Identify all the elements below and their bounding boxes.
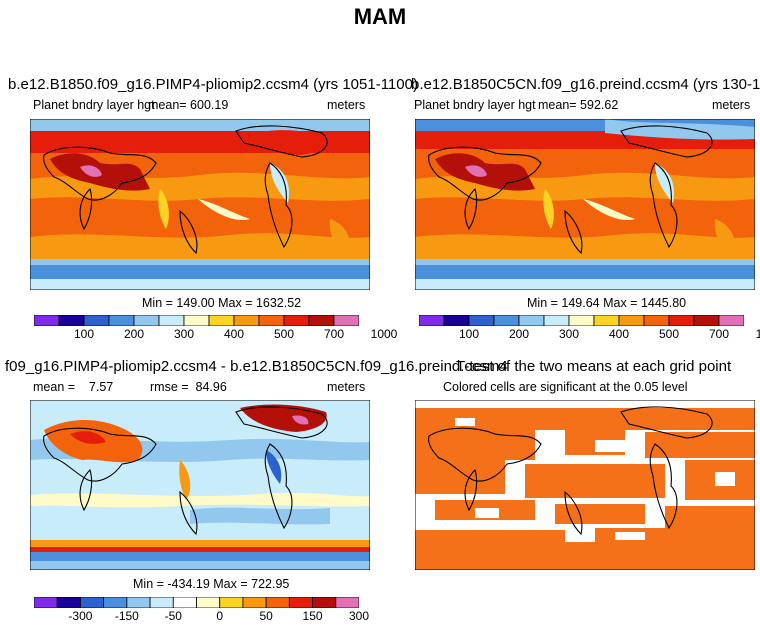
map-top-right <box>415 119 755 290</box>
colorbar-tick-label: 150 <box>302 609 323 623</box>
colorbar-swatch <box>718 315 744 326</box>
colorbar-swatch <box>283 315 310 326</box>
colorbar-swatch <box>172 597 197 608</box>
colorbar-swatch <box>149 597 174 608</box>
colorbar-tick-label: 50 <box>259 609 273 623</box>
colorbar-tick-label: 1000 <box>370 327 398 341</box>
colorbar-tick-label: 300 <box>173 327 195 341</box>
colorbar-tick-label: -300 <box>68 609 93 623</box>
colorbar-swatch <box>108 315 135 326</box>
colorbar-tick-label: 700 <box>708 327 730 341</box>
colorbar-swatch <box>312 597 337 608</box>
colorbar-tick-label: 200 <box>508 327 530 341</box>
colorbar-tick-label: 1000 <box>755 327 760 341</box>
units-label-top-left: meters <box>327 98 366 112</box>
mean-label-bottom-left: mean = 7.57 <box>33 380 114 394</box>
colorbar-swatch <box>308 315 335 326</box>
colorbar-swatch <box>80 597 105 608</box>
colorbar-swatch <box>58 315 85 326</box>
colorbar-swatch <box>34 597 58 608</box>
panel-title-top-right: b.e12.B1850C5CN.f09_g16.preind.ccsm4 (yr… <box>411 76 760 93</box>
colorbar-tick-label: 700 <box>323 327 345 341</box>
minmax-top-left: Min = 149.00 Max = 1632.52 <box>142 296 302 310</box>
colorbar-swatch <box>568 315 595 326</box>
colorbar-swatch <box>518 315 545 326</box>
map-bottom-right <box>415 400 755 570</box>
colorbar-swatch <box>126 597 151 608</box>
panel-subtitle-bottom-right: Colored cells are significant at the 0.0… <box>443 380 688 394</box>
colorbar-tick-label: 500 <box>273 327 295 341</box>
map-bottom-left <box>30 400 370 570</box>
colorbar-swatch <box>34 315 60 326</box>
colorbar-swatch <box>265 597 290 608</box>
colorbar-swatch <box>468 315 495 326</box>
colorbar-swatch <box>56 597 81 608</box>
panel-title-top-left: b.e12.B1850.f09_g16.PIMP4-pliomip2.ccsm4… <box>8 76 418 93</box>
mean-label-top-right: mean= 592.62 <box>538 98 619 112</box>
colorbar-swatch <box>208 315 235 326</box>
colorbar-swatch <box>288 597 313 608</box>
colorbar-swatch <box>83 315 110 326</box>
colorbar-swatch <box>233 315 260 326</box>
panel-title-bottom-left: f09_g16.PIMP4-pliomip2.ccsm4 - b.e12.B18… <box>5 358 508 375</box>
colorbar-swatch <box>242 597 267 608</box>
panel-title-bottom-right: T-test of the two means at each grid poi… <box>456 358 732 375</box>
units-label-top-right: meters <box>712 98 751 112</box>
figure-title: MAM <box>353 4 407 29</box>
colorbar-swatch <box>335 597 359 608</box>
colorbar-swatch <box>103 597 128 608</box>
colorbar-swatch <box>693 315 720 326</box>
variable-label-top-right: Planet bndry layer hgt <box>414 98 536 112</box>
colorbar-tick-label: 300 <box>348 609 370 623</box>
colorbar-tick-label: 100 <box>458 327 480 341</box>
colorbar-swatch <box>543 315 570 326</box>
colorbar-swatch <box>219 597 244 608</box>
colorbar-swatch <box>593 315 620 326</box>
colorbar-swatch <box>443 315 470 326</box>
colorbar-top-left <box>34 315 359 326</box>
colorbar-top-right <box>419 315 744 326</box>
colorbar-swatch <box>333 315 359 326</box>
colorbar-swatch <box>258 315 285 326</box>
colorbar-swatch <box>158 315 185 326</box>
colorbar-tick-label: -50 <box>164 609 182 623</box>
colorbar-swatch <box>643 315 670 326</box>
colorbar-tick-label: 0 <box>216 609 224 623</box>
colorbar-tick-label: -150 <box>114 609 139 623</box>
rmse-label-bottom-left: rmse = 84.96 <box>150 380 227 394</box>
colorbar-tick-label: 300 <box>558 327 580 341</box>
colorbar-swatch <box>618 315 645 326</box>
units-label-bottom-left: meters <box>327 380 366 394</box>
colorbar-swatch <box>493 315 520 326</box>
mean-label-top-left: mean= 600.19 <box>148 98 229 112</box>
colorbar-swatch <box>133 315 160 326</box>
variable-label-top-left: Planet bndry layer hgt <box>33 98 155 112</box>
colorbar-tick-label: 400 <box>223 327 245 341</box>
map-top-left <box>30 119 370 290</box>
minmax-bottom-left: Min = -434.19 Max = 722.95 <box>133 577 290 591</box>
colorbar-tick-label: 400 <box>608 327 630 341</box>
colorbar-swatch <box>196 597 221 608</box>
colorbar-tick-label: 200 <box>123 327 145 341</box>
colorbar-swatch <box>183 315 210 326</box>
colorbar-swatch <box>668 315 695 326</box>
colorbar-tick-label: 500 <box>658 327 680 341</box>
colorbar-bottom-left <box>34 597 359 608</box>
colorbar-swatch <box>419 315 445 326</box>
minmax-top-right: Min = 149.64 Max = 1445.80 <box>527 296 687 310</box>
colorbar-tick-label: 100 <box>73 327 95 341</box>
